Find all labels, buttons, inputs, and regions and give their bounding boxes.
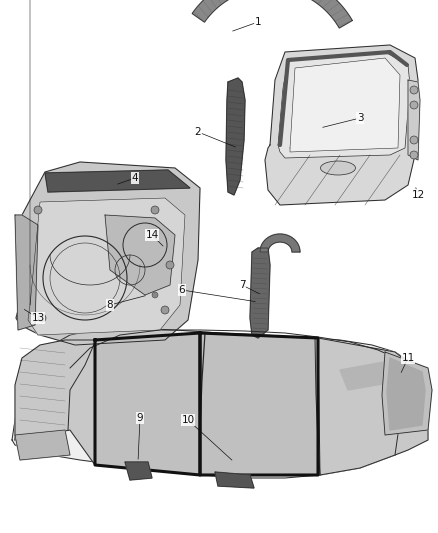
Circle shape bbox=[38, 314, 46, 322]
Text: 10: 10 bbox=[181, 415, 194, 425]
Text: 8: 8 bbox=[107, 300, 113, 310]
Circle shape bbox=[34, 206, 42, 214]
Ellipse shape bbox=[321, 161, 356, 175]
Circle shape bbox=[410, 151, 418, 159]
Polygon shape bbox=[192, 0, 352, 28]
Circle shape bbox=[410, 86, 418, 94]
Polygon shape bbox=[95, 333, 200, 475]
Polygon shape bbox=[28, 198, 185, 335]
Circle shape bbox=[410, 101, 418, 109]
Polygon shape bbox=[250, 248, 270, 338]
Text: 1: 1 bbox=[254, 17, 261, 27]
Polygon shape bbox=[200, 333, 318, 475]
Polygon shape bbox=[340, 360, 405, 390]
Polygon shape bbox=[12, 328, 428, 478]
Circle shape bbox=[152, 292, 158, 298]
Text: 4: 4 bbox=[132, 173, 138, 183]
Polygon shape bbox=[105, 215, 175, 295]
Circle shape bbox=[151, 206, 159, 214]
Text: 9: 9 bbox=[137, 413, 143, 423]
Polygon shape bbox=[16, 162, 200, 345]
Text: 3: 3 bbox=[357, 113, 363, 123]
Polygon shape bbox=[125, 462, 152, 480]
Circle shape bbox=[166, 261, 174, 269]
Polygon shape bbox=[260, 234, 300, 252]
Polygon shape bbox=[215, 472, 254, 488]
Polygon shape bbox=[15, 430, 70, 460]
Polygon shape bbox=[318, 338, 428, 475]
Text: 11: 11 bbox=[401, 353, 415, 363]
Polygon shape bbox=[387, 358, 425, 430]
Polygon shape bbox=[15, 340, 95, 465]
Circle shape bbox=[161, 306, 169, 314]
Text: 12: 12 bbox=[411, 190, 424, 200]
Polygon shape bbox=[382, 352, 432, 435]
Polygon shape bbox=[15, 215, 38, 330]
Text: 7: 7 bbox=[239, 280, 245, 290]
Polygon shape bbox=[278, 52, 410, 158]
Polygon shape bbox=[290, 58, 400, 152]
Polygon shape bbox=[408, 80, 420, 160]
Polygon shape bbox=[226, 78, 245, 195]
Text: 2: 2 bbox=[194, 127, 201, 137]
Circle shape bbox=[410, 136, 418, 144]
Polygon shape bbox=[265, 45, 418, 205]
Polygon shape bbox=[45, 170, 190, 192]
Text: 6: 6 bbox=[179, 285, 185, 295]
Text: 14: 14 bbox=[145, 230, 159, 240]
Text: 13: 13 bbox=[32, 313, 45, 323]
